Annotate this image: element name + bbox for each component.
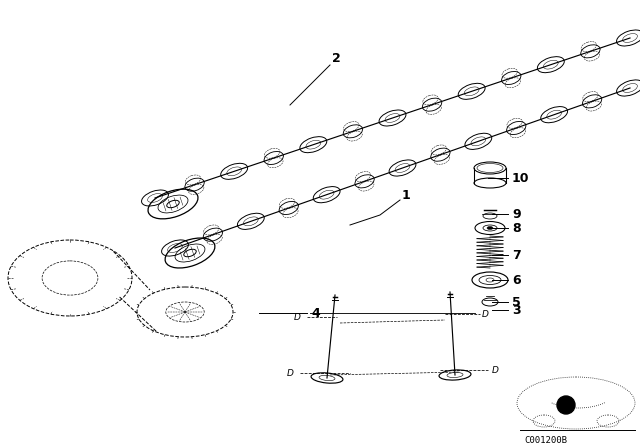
Circle shape bbox=[557, 396, 575, 414]
Text: 1: 1 bbox=[402, 189, 411, 202]
Text: 3: 3 bbox=[512, 303, 520, 316]
Text: D: D bbox=[294, 313, 300, 322]
Text: 4: 4 bbox=[311, 306, 320, 319]
Ellipse shape bbox=[487, 227, 493, 229]
Text: 6: 6 bbox=[512, 273, 520, 287]
Text: 9: 9 bbox=[512, 207, 520, 220]
Ellipse shape bbox=[486, 278, 494, 282]
Text: C001200B: C001200B bbox=[524, 435, 567, 444]
Text: D: D bbox=[287, 369, 293, 378]
Text: 2: 2 bbox=[332, 52, 340, 65]
Text: 8: 8 bbox=[512, 221, 520, 234]
Text: D: D bbox=[481, 310, 488, 319]
Text: 5: 5 bbox=[512, 296, 521, 309]
Text: 10: 10 bbox=[512, 172, 529, 185]
Text: D: D bbox=[492, 366, 499, 375]
Text: 7: 7 bbox=[512, 249, 521, 262]
